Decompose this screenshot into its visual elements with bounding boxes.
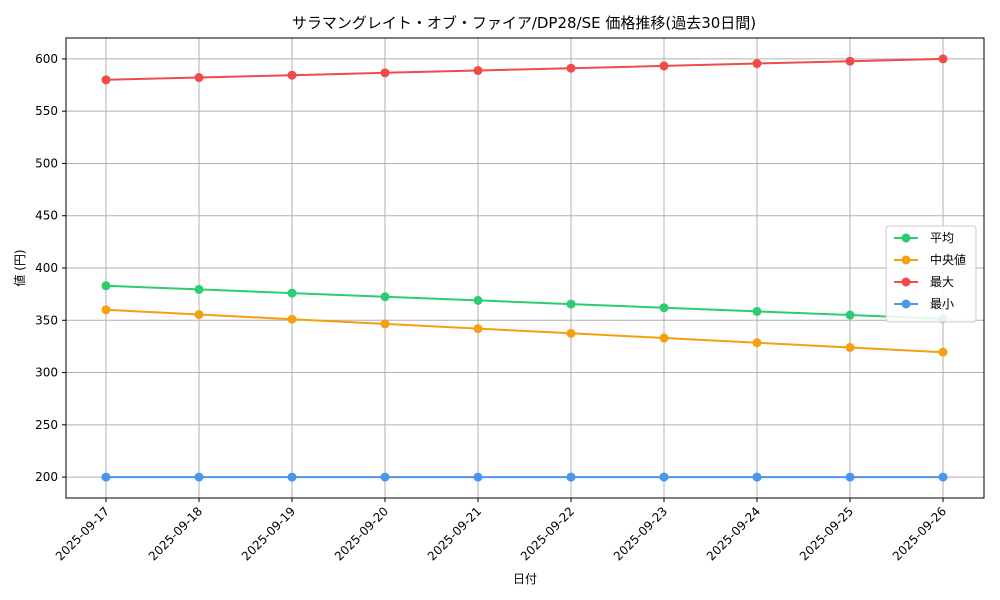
y-tick-label: 550 bbox=[35, 104, 58, 118]
data-point bbox=[380, 319, 390, 329]
data-point bbox=[101, 75, 111, 85]
chart-title: サラマングレイト・オブ・ファイア/DP28/SE 価格推移(過去30日間) bbox=[292, 14, 756, 32]
y-tick-label: 450 bbox=[35, 209, 58, 223]
data-point bbox=[287, 472, 297, 482]
data-point bbox=[752, 472, 762, 482]
data-point bbox=[845, 342, 855, 352]
data-point bbox=[380, 472, 390, 482]
x-tick-label: 2025-09-23 bbox=[611, 504, 670, 563]
data-point bbox=[101, 305, 111, 315]
legend-item: 平均 bbox=[894, 231, 954, 245]
y-tick-label: 350 bbox=[35, 313, 58, 327]
data-point bbox=[659, 333, 669, 343]
data-point bbox=[287, 314, 297, 324]
data-point bbox=[194, 310, 204, 320]
x-tick-label: 2025-09-21 bbox=[425, 504, 484, 563]
data-point bbox=[194, 472, 204, 482]
data-point bbox=[194, 284, 204, 294]
series-0 bbox=[101, 281, 948, 324]
legend-swatch-marker bbox=[901, 277, 911, 287]
legend-label: 最大 bbox=[930, 275, 954, 289]
y-tick-label: 200 bbox=[35, 470, 58, 484]
data-point bbox=[845, 472, 855, 482]
legend-item: 中央値 bbox=[894, 252, 966, 267]
data-point bbox=[566, 472, 576, 482]
data-point bbox=[938, 54, 948, 64]
data-point bbox=[659, 61, 669, 71]
data-point bbox=[473, 472, 483, 482]
data-point bbox=[659, 303, 669, 313]
data-point bbox=[938, 472, 948, 482]
y-tick-label: 600 bbox=[35, 52, 58, 66]
legend-swatch-marker bbox=[901, 299, 911, 309]
data-point bbox=[752, 338, 762, 348]
data-point bbox=[194, 73, 204, 83]
data-point bbox=[659, 472, 669, 482]
legend-label: 中央値 bbox=[930, 252, 966, 267]
series-1 bbox=[101, 305, 948, 357]
legend-label: 最小 bbox=[930, 297, 954, 311]
series-layer bbox=[101, 54, 948, 482]
y-tick-label: 400 bbox=[35, 261, 58, 275]
y-tick-label: 500 bbox=[35, 156, 58, 170]
y-tick-label: 250 bbox=[35, 418, 58, 432]
series-2 bbox=[101, 54, 948, 85]
legend-box bbox=[885, 225, 977, 323]
legend-item: 最大 bbox=[894, 275, 954, 289]
legend-label: 平均 bbox=[930, 231, 954, 245]
axes: 200 250 300 350 400 450 500 550 600 2025-09-17 202… bbox=[35, 52, 949, 564]
series-3 bbox=[101, 472, 948, 482]
data-point bbox=[380, 292, 390, 302]
legend-swatch-marker bbox=[901, 255, 911, 265]
data-point bbox=[101, 472, 111, 482]
data-point bbox=[473, 324, 483, 334]
data-point bbox=[752, 59, 762, 69]
data-point bbox=[938, 347, 948, 357]
x-tick-label: 2025-09-22 bbox=[518, 504, 577, 563]
data-point bbox=[380, 68, 390, 78]
x-tick-label: 2025-09-25 bbox=[797, 504, 856, 563]
data-point bbox=[101, 281, 111, 291]
data-point bbox=[473, 66, 483, 76]
x-tick-label: 2025-09-18 bbox=[146, 504, 205, 563]
data-point bbox=[845, 310, 855, 320]
data-point bbox=[566, 299, 576, 309]
data-point bbox=[845, 56, 855, 66]
x-tick-label: 2025-09-24 bbox=[704, 504, 763, 563]
data-point bbox=[287, 288, 297, 298]
y-axis-label: 値 (円) bbox=[12, 249, 27, 286]
series-line bbox=[105, 284, 944, 320]
x-axis-label: 日付 bbox=[513, 572, 537, 586]
data-point bbox=[566, 328, 576, 338]
legend-swatch-marker bbox=[901, 233, 911, 243]
legend-item: 最小 bbox=[894, 297, 954, 311]
grid bbox=[66, 38, 984, 498]
series-line bbox=[105, 57, 944, 81]
data-point bbox=[752, 306, 762, 316]
data-point bbox=[473, 295, 483, 305]
x-tick-label: 2025-09-26 bbox=[890, 504, 949, 563]
x-tick-label: 2025-09-17 bbox=[53, 504, 112, 563]
x-tick-label: 2025-09-19 bbox=[239, 504, 298, 563]
data-point bbox=[287, 70, 297, 80]
series-line bbox=[105, 308, 944, 354]
y-tick-label: 300 bbox=[35, 366, 58, 380]
x-tick-label: 2025-09-20 bbox=[332, 504, 391, 563]
data-point bbox=[566, 63, 576, 73]
